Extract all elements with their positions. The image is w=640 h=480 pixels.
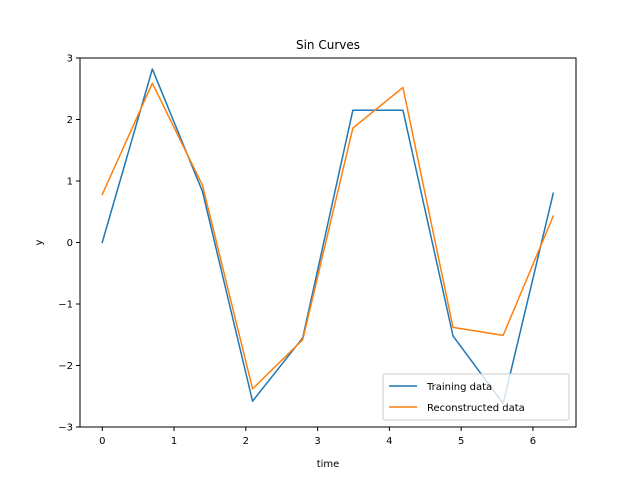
y-tick-label: −3 — [58, 423, 73, 434]
legend: Training data Reconstructed data — [382, 373, 570, 421]
x-tick-label: 4 — [386, 436, 392, 447]
y-tick-label: −2 — [58, 361, 73, 372]
legend-box — [382, 373, 570, 421]
series-layer — [101, 68, 555, 405]
chart-title: Sin Curves — [296, 38, 360, 52]
x-tick-label: 3 — [314, 436, 320, 447]
x-axis: 0 1 2 3 4 5 6 — [99, 427, 536, 447]
series-line-reconstructed — [101, 82, 555, 390]
series-line-training — [101, 68, 555, 405]
y-tick-label: −1 — [58, 300, 73, 311]
legend-label-reconstructed: Reconstructed data — [427, 403, 525, 414]
x-tick-label: 2 — [243, 436, 249, 447]
x-tick-label: 6 — [530, 436, 536, 447]
y-tick-label: 3 — [67, 54, 73, 65]
x-tick-label: 0 — [99, 436, 105, 447]
y-tick-label: 1 — [67, 177, 73, 188]
y-axis-label: y — [34, 239, 45, 245]
y-tick-label: 0 — [67, 238, 73, 249]
x-tick-label: 1 — [171, 436, 177, 447]
x-axis-label: time — [317, 459, 340, 470]
y-tick-label: 2 — [67, 115, 73, 126]
y-axis: −3 −2 −1 0 1 2 3 — [58, 54, 80, 434]
x-tick-label: 5 — [458, 436, 464, 447]
legend-label-training: Training data — [426, 382, 492, 393]
